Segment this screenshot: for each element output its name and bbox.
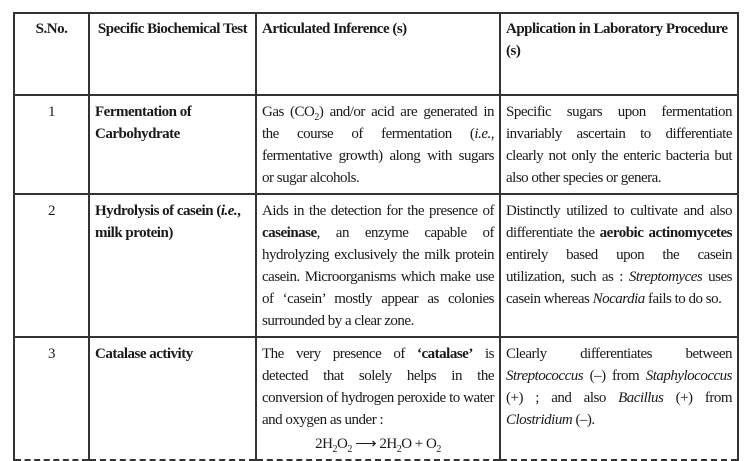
text-segment: uses casein whereas	[506, 269, 732, 307]
header-inference: Articulated Inference (s)	[255, 12, 501, 96]
text-segment: caseinase	[262, 225, 317, 241]
text-segment: Catalase activity	[95, 346, 193, 362]
text-segment: 2H	[315, 436, 333, 452]
test-cell: Hydrolysis of casein (i.e., milk protein…	[88, 193, 257, 338]
text-segment: , an enzyme capable of hydrolyzing exclu…	[262, 225, 495, 329]
test-cell: Catalase activity	[88, 336, 257, 461]
text-segment: O	[337, 436, 348, 452]
chemical-equation: 2H2O2 ⟶ 2H2O + O2	[262, 433, 494, 455]
header-test: Specific Biochemical Test	[88, 12, 257, 96]
text-segment: Nocardia	[592, 291, 646, 307]
subscript-text: 2	[314, 112, 319, 123]
text-segment: (–) from	[583, 368, 646, 384]
text-segment: (+) ; and also	[506, 390, 619, 406]
text-segment: (+) from	[663, 390, 733, 406]
text-segment: (–).	[572, 412, 595, 428]
text-segment: entirely based upon the casein utilizati…	[506, 247, 733, 285]
text-segment: ⟶ 2H	[351, 436, 397, 452]
sno-cell: 3	[13, 336, 90, 461]
subscript-text: 2	[436, 444, 441, 455]
text-segment: Gas (CO	[262, 104, 315, 120]
text-segment: O + O	[401, 436, 437, 452]
test-cell: Fermentation of Carbohydrate	[88, 94, 257, 195]
text-segment: Distinctly utilized to cultivate and als…	[506, 203, 733, 241]
text-segment: fails to do so.	[644, 291, 722, 307]
text-segment: , fermentative growth) along with sugars…	[262, 126, 495, 186]
text-segment: Clearly differentiates between	[506, 346, 733, 362]
inference-text: The very presence of ‘catalase’ is detec…	[262, 346, 495, 428]
text-segment: Streptomyces	[628, 269, 703, 285]
application-cell: Specific sugars upon fermentation invari…	[499, 94, 739, 195]
text-segment: ) and/or acid are generated in the cours…	[262, 104, 495, 142]
application-cell: Clearly differentiates between Streptoco…	[499, 336, 739, 461]
application-cell: Distinctly utilized to cultivate and als…	[499, 193, 739, 338]
inference-cell: Aids in the detection for the presence o…	[255, 193, 501, 338]
biochemical-tests-table: S.No. Specific Biochemical Test Articula…	[13, 12, 739, 461]
text-segment: Streptococcus	[506, 368, 584, 384]
text-segment: The very presence of	[262, 346, 418, 362]
text-segment: i.e.	[220, 203, 238, 219]
text-segment: Hydrolysis of casein (	[95, 203, 221, 219]
text-segment: Fermentation of Carbohydrate	[95, 104, 192, 142]
table-row: 3 Catalase activity The very presence of…	[13, 336, 739, 461]
table-row: 2 Hydrolysis of casein (i.e., milk prote…	[13, 193, 739, 338]
sno-cell: 1	[13, 94, 90, 195]
text-segment: , milk protein)	[95, 203, 241, 241]
text-segment: Aids in the detection for the presence o…	[262, 203, 495, 219]
inference-cell: The very presence of ‘catalase’ is detec…	[255, 336, 501, 461]
text-segment: Bacillus	[618, 390, 664, 406]
header-application: Application in Laboratory Procedure (s)	[499, 12, 739, 96]
text-segment: Specific sugars upon fermentation invari…	[506, 104, 733, 186]
text-segment: i.e.	[474, 126, 491, 142]
text-segment: Staphylococcus	[645, 368, 733, 384]
text-segment: ‘catalase’	[417, 346, 473, 362]
sno-cell: 2	[13, 193, 90, 338]
text-segment: Clostridium	[506, 412, 573, 428]
table-row: 1 Fermentation of Carbohydrate Gas (CO2)…	[13, 94, 739, 195]
inference-cell: Gas (CO2) and/or acid are generated in t…	[255, 94, 501, 195]
header-sno: S.No.	[13, 12, 90, 96]
header-row: S.No. Specific Biochemical Test Articula…	[13, 12, 739, 96]
text-segment: aerobic actinomycetes	[599, 225, 733, 241]
